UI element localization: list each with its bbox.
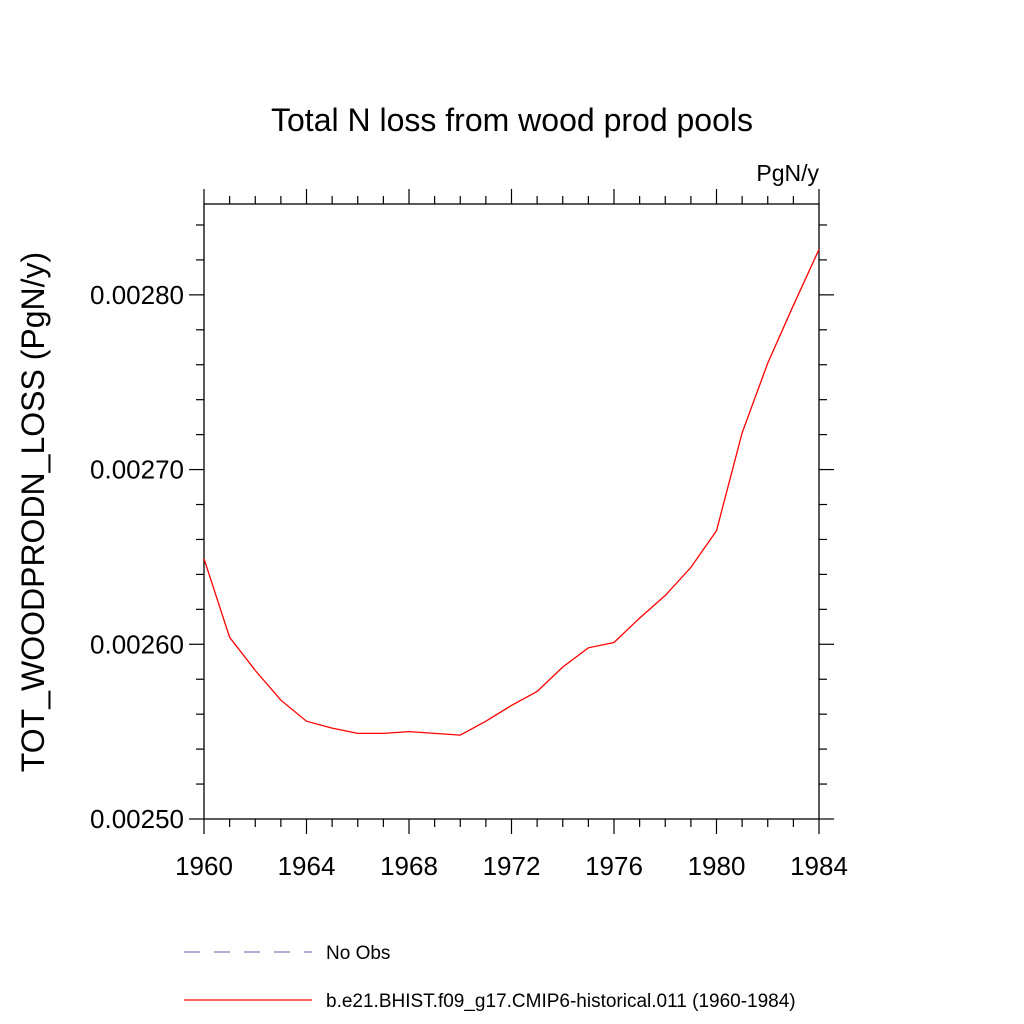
y-tick-label: 0.00260 bbox=[90, 629, 184, 659]
x-tick-label: 1968 bbox=[380, 851, 438, 881]
x-tick-label: 1980 bbox=[688, 851, 746, 881]
x-tick-label: 1964 bbox=[278, 851, 336, 881]
series-line bbox=[203, 249, 820, 736]
x-tick-label: 1960 bbox=[175, 851, 233, 881]
y-axis-ticks: 0.00250 0.00260 0.00270 0.00280 bbox=[90, 224, 834, 834]
y-tick-label: 0.00280 bbox=[90, 280, 184, 310]
legend-label: No Obs bbox=[326, 943, 390, 964]
x-tick-label: 1976 bbox=[585, 851, 643, 881]
plot-frame bbox=[203, 203, 820, 820]
y-tick-label: 0.00270 bbox=[90, 455, 184, 485]
x-axis-ticks: 1960 1964 1968 1972 1976 1980 1984 bbox=[175, 189, 848, 881]
y-axis-label: TOT_WOODPRODN_LOSS (PgN/y) bbox=[15, 252, 51, 772]
x-tick-label: 1984 bbox=[790, 851, 848, 881]
y-tick-label: 0.00250 bbox=[90, 804, 184, 834]
legend: No Obs b.e21.BHIST.f09_g17.CMIP6-historic… bbox=[184, 943, 796, 1012]
chart-title: Total N loss from wood prod pools bbox=[271, 102, 753, 138]
series-layer bbox=[203, 249, 820, 736]
legend-label: b.e21.BHIST.f09_g17.CMIP6-historical.011… bbox=[326, 991, 796, 1012]
units-label: PgN/y bbox=[756, 160, 819, 186]
x-tick-label: 1972 bbox=[483, 851, 541, 881]
plot-border bbox=[203, 203, 820, 820]
